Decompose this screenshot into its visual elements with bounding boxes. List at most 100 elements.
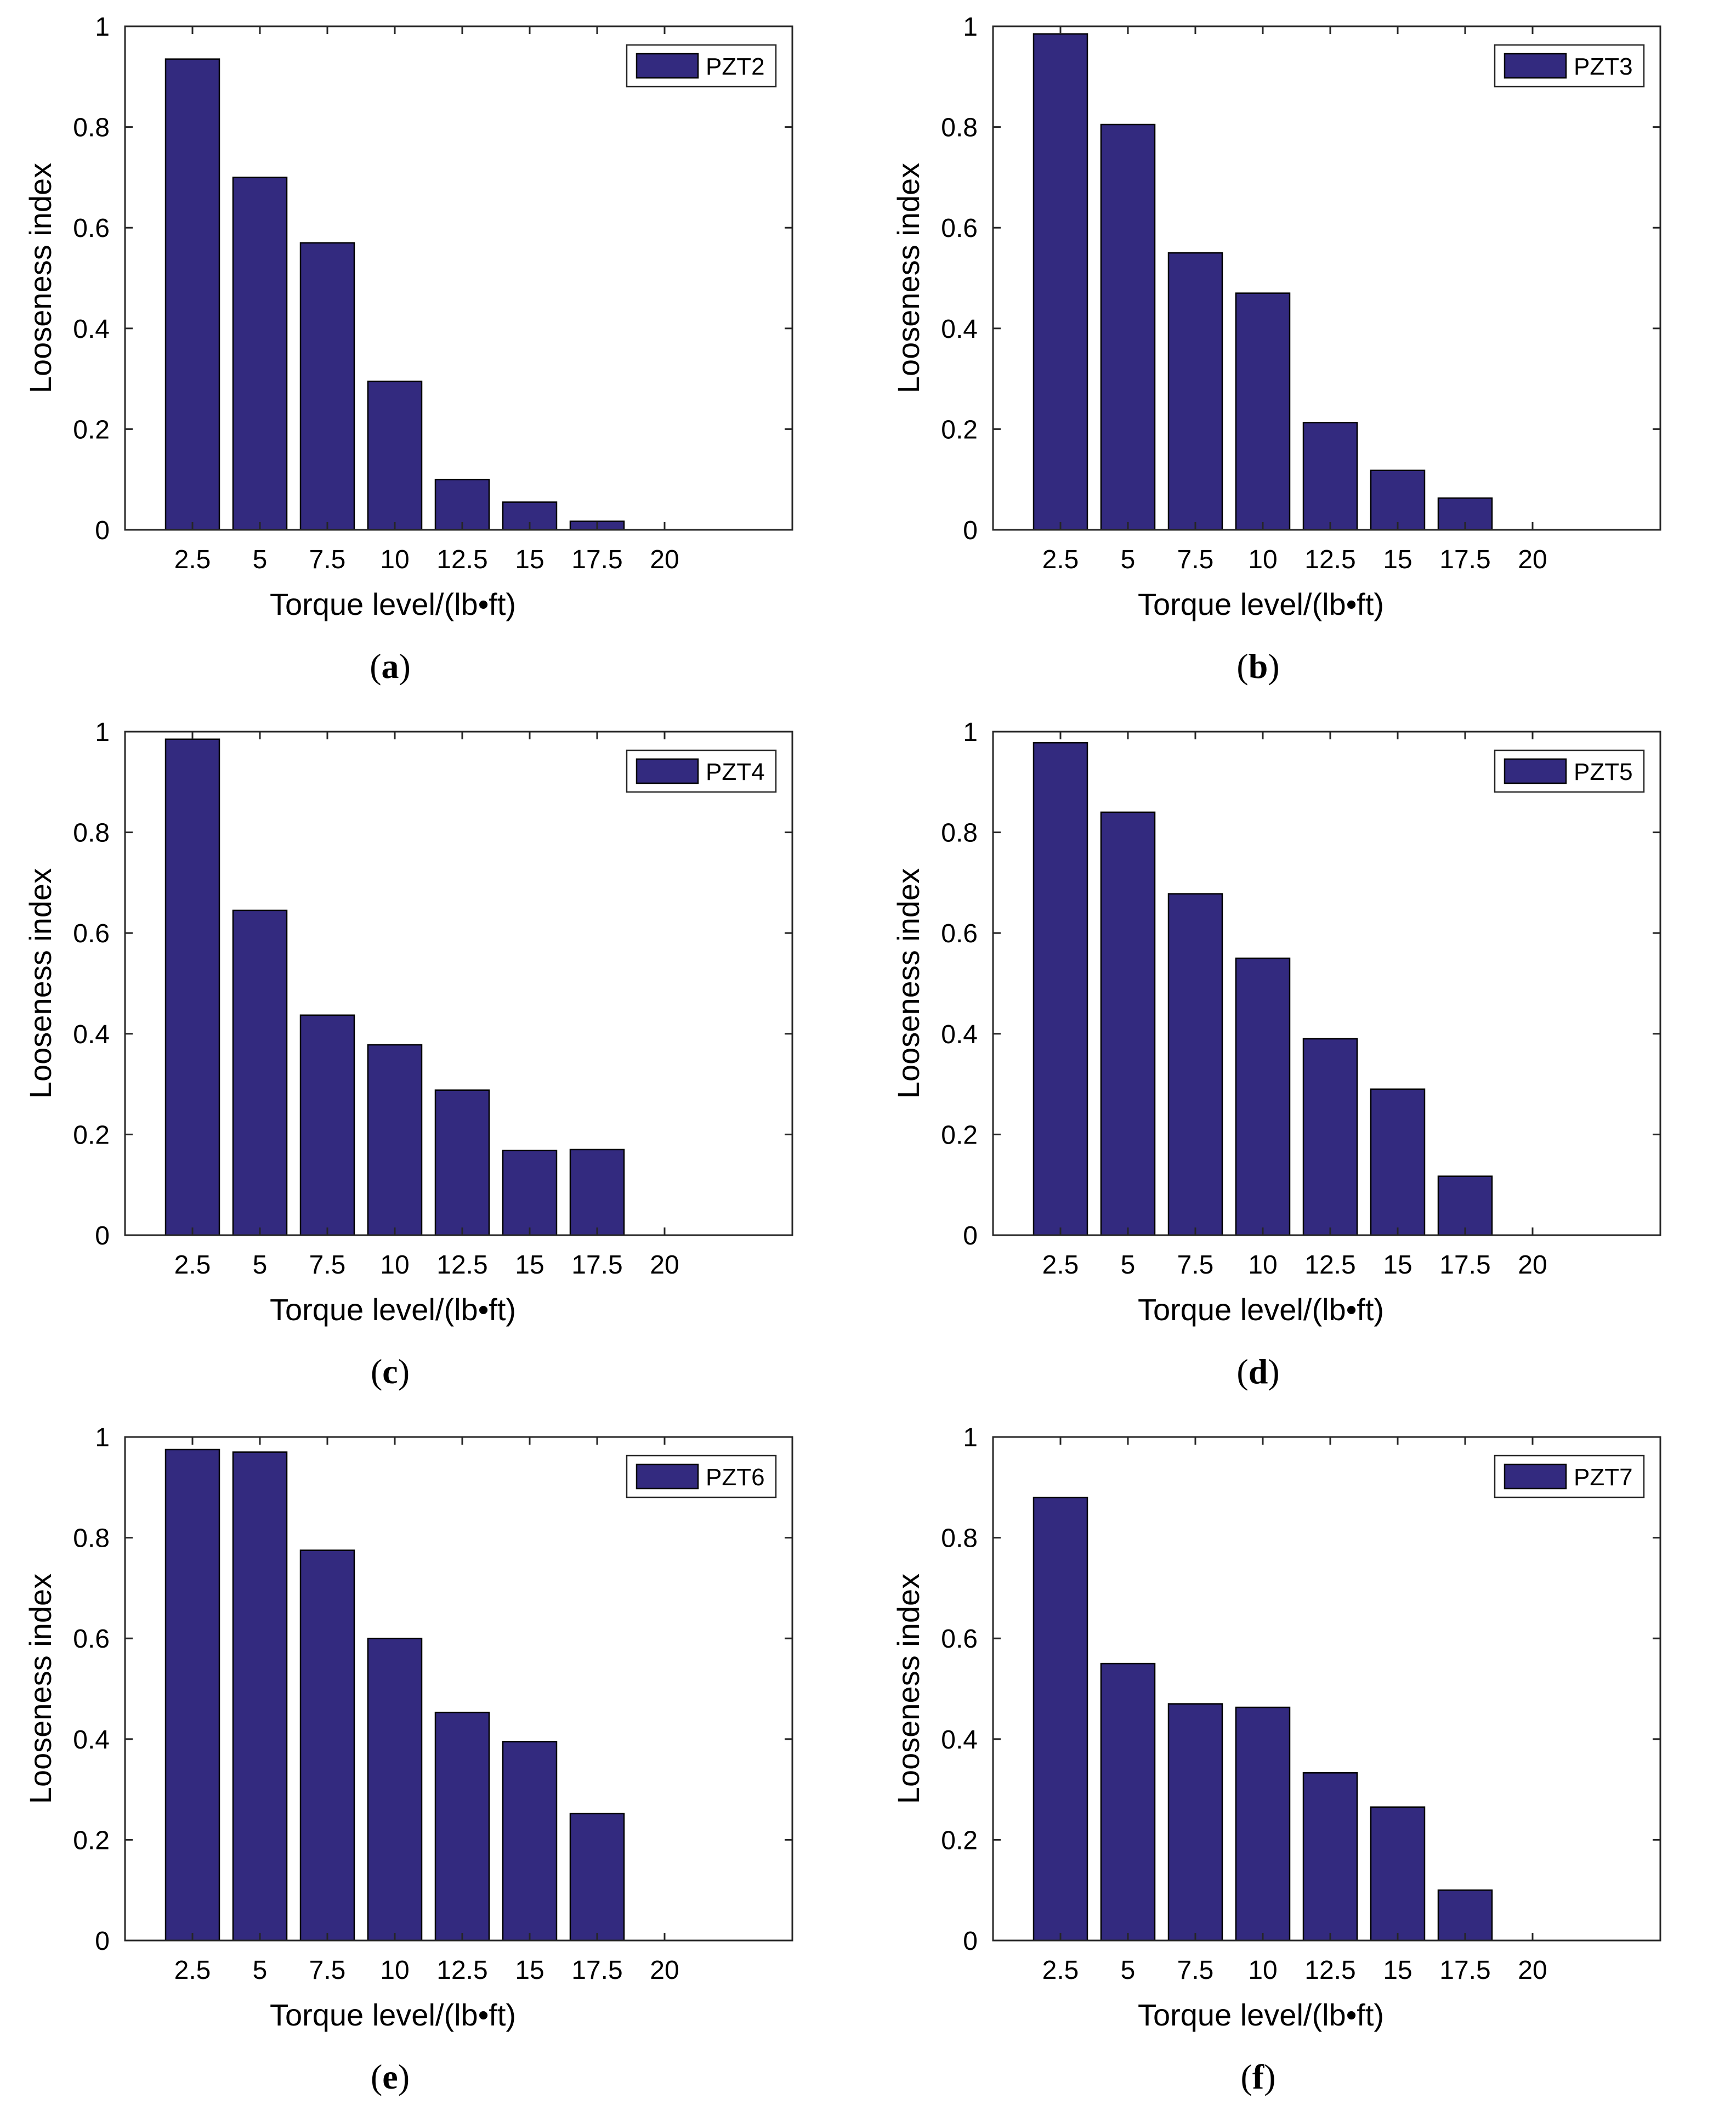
caption-letter: d <box>1249 1352 1268 1391</box>
x-tick-label: 17.5 <box>571 545 622 574</box>
y-tick-label: 0.4 <box>73 1020 110 1049</box>
y-tick-label: 0.8 <box>73 1524 110 1553</box>
chart-panel-f: 0 0.2 0.4 0.6 0.8 1 2.5 5 7.5 10 12.5 15 17.5 20 Torqu… <box>868 1411 1736 2116</box>
y-tick-label: 0 <box>963 1927 978 1956</box>
bar-17.5 <box>569 1148 625 1236</box>
bar-5 <box>1100 1662 1156 1942</box>
x-tick-label: 20 <box>1518 1251 1547 1280</box>
bar-5 <box>232 1451 288 1942</box>
y-tick-label: 0.4 <box>73 315 110 344</box>
bar-2.5 <box>164 738 220 1236</box>
bar-10 <box>367 1044 423 1236</box>
x-axis-label: Torque level/(lb•ft) <box>1138 587 1384 621</box>
y-tick-label: 0.2 <box>73 1826 110 1855</box>
x-tick-label: 7.5 <box>1177 1956 1214 1985</box>
legend: PZT2 <box>626 44 777 88</box>
x-tick-label: 5 <box>253 1251 268 1280</box>
y-tick-label: 0 <box>95 1927 110 1956</box>
bar-10 <box>1235 292 1291 531</box>
bar-10 <box>1235 1706 1291 1942</box>
y-tick-label: 1 <box>95 13 110 42</box>
x-tick-label: 5 <box>253 545 268 574</box>
legend: PZT7 <box>1494 1455 1645 1498</box>
bar-2.5 <box>1032 1496 1088 1942</box>
axes-frame <box>992 1436 1661 1942</box>
y-tick-label: 0.6 <box>941 1625 978 1654</box>
x-axis-label: Torque level/(lb•ft) <box>270 587 516 621</box>
legend-swatch <box>1504 53 1567 79</box>
bar-15 <box>502 1150 558 1236</box>
bar-2.5 <box>164 58 220 531</box>
legend-label: PZT3 <box>1574 53 1633 80</box>
axes-frame <box>992 731 1661 1236</box>
chart-panel-a: 0 0.2 0.4 0.6 0.8 1 2.5 5 7.5 10 12.5 15 17.5 20 Torqu… <box>0 0 868 705</box>
chart-svg: 00.20.40.60.812.5 5 7.5 10 12.5 15 17.5 20Torqu… <box>23 13 793 686</box>
x-tick-label: 15 <box>1383 545 1412 574</box>
legend-label: PZT5 <box>1574 759 1633 785</box>
y-tick-label: 1 <box>95 718 110 747</box>
x-tick-label: 20 <box>650 1956 679 1985</box>
bar-5 <box>232 177 288 531</box>
x-tick-label: 7.5 <box>1177 1251 1214 1280</box>
y-tick-label: 0.8 <box>941 1524 978 1553</box>
x-tick-label: 10 <box>1248 545 1277 574</box>
y-tick-label: 0.4 <box>73 1725 110 1755</box>
bar-7.5 <box>1167 252 1223 531</box>
y-tick-label: 1 <box>963 718 978 747</box>
x-tick-label: 5 <box>1121 1251 1136 1280</box>
x-tick-label: 12.5 <box>1304 545 1355 574</box>
legend: PZT5 <box>1494 749 1645 793</box>
chart-panel-c: 0 0.2 0.4 0.6 0.8 1 2.5 5 7.5 10 12.5 15 17.5 20 Torqu… <box>0 705 868 1411</box>
panel-caption: (e) <box>371 2057 410 2096</box>
x-tick-label: 5 <box>1121 1956 1136 1985</box>
y-tick-label: 0.4 <box>941 1020 978 1049</box>
chart-svg: 00.20.40.60.812.5 5 7.5 10 12.5 15 17.5 20Torqu… <box>23 718 793 1391</box>
bar-10 <box>1235 957 1291 1236</box>
y-tick-label: 1 <box>963 1423 978 1452</box>
caption-letter: f <box>1252 2057 1264 2096</box>
x-axis-label: Torque level/(lb•ft) <box>270 1292 516 1327</box>
bar-17.5 <box>1437 1175 1493 1236</box>
bar-7.5 <box>299 242 355 531</box>
bar-2.5 <box>1032 33 1088 531</box>
legend-label: PZT4 <box>706 759 765 785</box>
bar-2.5 <box>164 1449 220 1942</box>
panel-caption: (a) <box>370 647 411 686</box>
x-tick-label: 5 <box>253 1956 268 1985</box>
y-axis-label: Looseness index <box>23 163 58 393</box>
legend: PZT3 <box>1494 44 1645 88</box>
panel-caption: (b) <box>1236 647 1279 686</box>
x-tick-label: 12.5 <box>436 545 487 574</box>
x-tick-label: 20 <box>650 1251 679 1280</box>
legend: PZT6 <box>626 1455 777 1498</box>
axes-frame <box>124 1436 793 1942</box>
chart-svg: 00.20.40.60.812.5 5 7.5 10 12.5 15 17.5 20Torqu… <box>891 13 1661 686</box>
panel-caption: (d) <box>1236 1352 1279 1391</box>
panel-caption: (c) <box>371 1352 410 1391</box>
y-tick-label: 0.6 <box>941 214 978 243</box>
x-tick-label: 17.5 <box>571 1251 622 1280</box>
legend-swatch <box>636 758 699 784</box>
x-tick-label: 7.5 <box>309 1956 346 1985</box>
x-tick-label: 10 <box>1248 1956 1277 1985</box>
legend-swatch <box>1504 758 1567 784</box>
y-axis-label: Looseness index <box>891 868 926 1099</box>
bar-15 <box>1370 1088 1426 1236</box>
panel-caption: (f) <box>1241 2057 1276 2096</box>
x-tick-label: 20 <box>1518 1956 1547 1985</box>
chart-panel-e: 0 0.2 0.4 0.6 0.8 1 2.5 5 7.5 10 12.5 15 17.5 20 Torqu… <box>0 1411 868 2116</box>
y-tick-label: 0.6 <box>73 919 110 948</box>
legend: PZT4 <box>626 749 777 793</box>
bar-12.5 <box>1302 1772 1358 1942</box>
y-axis-label: Looseness index <box>23 1574 58 1804</box>
bar-10 <box>367 380 423 531</box>
bar-5 <box>1100 811 1156 1236</box>
x-tick-label: 20 <box>650 545 679 574</box>
bar-12.5 <box>1302 1038 1358 1236</box>
x-tick-label: 12.5 <box>436 1251 487 1280</box>
x-tick-label: 12.5 <box>1304 1956 1355 1985</box>
y-tick-label: 0.6 <box>73 1625 110 1654</box>
y-axis-label: Looseness index <box>23 868 58 1099</box>
bar-15 <box>1370 469 1426 531</box>
x-axis-label: Torque level/(lb•ft) <box>1138 1998 1384 2032</box>
